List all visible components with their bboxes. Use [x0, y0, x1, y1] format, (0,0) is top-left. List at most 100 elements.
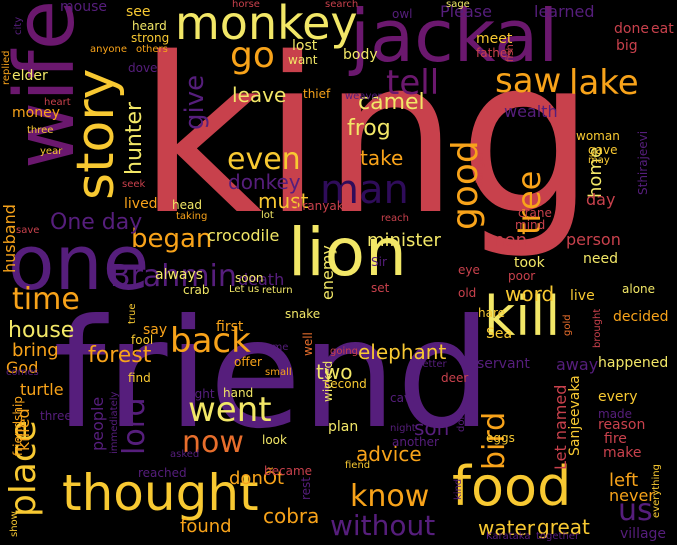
cloud-word: owl [392, 7, 413, 21]
cloud-word: save [16, 225, 40, 236]
cloud-word: set [371, 281, 390, 295]
cloud-word: wicked [321, 360, 335, 402]
cloud-word: horse [232, 0, 260, 10]
cloud-word: must [258, 189, 309, 213]
cloud-word: seek [122, 179, 146, 190]
cloud-word: heart [44, 97, 71, 108]
cloud-word: people [88, 396, 107, 451]
cloud-word: heard [132, 19, 167, 33]
cloud-word: plan [328, 419, 359, 435]
cloud-word: brought [592, 308, 603, 348]
cloud-word: enemy [318, 245, 337, 300]
cloud-word: advice [356, 442, 422, 466]
cloud-word: king [138, 11, 595, 262]
cloud-word: gave [588, 143, 618, 157]
cloud-word: taking [176, 211, 208, 222]
cloud-word: old [458, 286, 477, 300]
cloud-word: lion [288, 214, 407, 291]
cloud-word: now [182, 425, 244, 460]
cloud-word: asked [170, 449, 200, 460]
cloud-word: great [537, 515, 590, 539]
cloud-word: found [180, 516, 232, 537]
cloud-word: lot [261, 210, 274, 221]
cloud-word: water [478, 516, 535, 540]
cloud-word: make [603, 445, 642, 461]
cloud-word: Karataka [486, 531, 531, 542]
cloud-word: say [143, 322, 168, 338]
cloud-word: took [514, 255, 545, 271]
cloud-word: poor [508, 269, 536, 283]
cloud-word: eat [651, 21, 674, 37]
cloud-word: snake [285, 307, 321, 321]
cloud-word: God [6, 358, 39, 377]
cloud-word: three [27, 125, 54, 136]
cloud-word: better [416, 359, 447, 370]
cloud-word: donkey [228, 170, 301, 194]
cloud-word: deer [441, 371, 469, 385]
cloud-word: village [620, 526, 667, 542]
cloud-word: tell [386, 63, 440, 103]
cloud-word: lost [292, 38, 318, 54]
cloud-word: kind [453, 478, 464, 500]
cloud-word: night [390, 423, 416, 434]
cloud-word: second [324, 377, 367, 391]
cloud-word: elder [12, 68, 48, 84]
cloud-word: take [360, 146, 404, 170]
cloud-word: monkey [175, 0, 358, 50]
cloud-word: Please [440, 2, 492, 21]
cloud-word: dont [456, 409, 467, 432]
cloud-word: crane [518, 206, 552, 220]
cloud-word: soon [235, 271, 264, 285]
cloud-word: went [188, 390, 272, 430]
cloud-word: food [452, 455, 572, 518]
cloud-word: may [588, 155, 610, 166]
cloud-word: anyone [90, 44, 127, 55]
cloud-word: show [9, 511, 20, 537]
cloud-word: crab [183, 283, 210, 297]
cloud-word: bring [12, 340, 59, 361]
cloud-word: turtle [20, 380, 64, 399]
cloud-word: frog [347, 116, 391, 141]
cloud-word: man [320, 167, 409, 213]
cloud-word: reason [598, 417, 646, 433]
cloud-word: everything [651, 464, 662, 518]
cloud-word: sage [446, 0, 470, 10]
cloud-word: cobra [263, 504, 320, 528]
cloud-word: reached [138, 466, 187, 480]
cloud-word: minister [367, 230, 441, 251]
cloud-word: fool [131, 333, 154, 347]
cloud-word: Sir [371, 255, 387, 269]
cloud-word: return [262, 285, 293, 296]
cloud-word: left [609, 470, 639, 491]
cloud-word: true [127, 303, 138, 324]
cloud-word: away [556, 355, 599, 374]
cloud-word: leave [232, 83, 287, 107]
cloud-word: know [350, 479, 430, 514]
cloud-word: light [188, 387, 215, 401]
cloud-word: death [238, 270, 285, 289]
cloud-word: us [618, 493, 653, 528]
cloud-word: hand [223, 386, 254, 400]
cloud-word: hare [478, 306, 506, 320]
cloud-word: became [264, 464, 313, 478]
cloud-word: first [216, 319, 244, 335]
cloud-word: Brahmin [110, 259, 237, 294]
cloud-word: jackal [350, 0, 559, 78]
cloud-word: thought [62, 464, 259, 522]
cloud-word: crocodile [207, 226, 280, 245]
cloud-word: reach [381, 213, 410, 224]
cloud-word: live [570, 288, 595, 304]
cloud-word: small [265, 367, 292, 378]
cloud-word: without [330, 509, 436, 542]
cloud-word: wealth [504, 102, 558, 121]
cloud-word: alone [622, 282, 656, 296]
cloud-word: give [180, 74, 210, 130]
cloud-word: well [301, 332, 315, 356]
cloud-word: meet [476, 31, 513, 47]
cloud-word: learned [534, 2, 595, 21]
cloud-word: going [330, 346, 358, 357]
cloud-word: son [414, 416, 450, 440]
cloud-word: money [12, 105, 60, 121]
cloud-word: cave [390, 391, 419, 405]
cloud-word: gold [562, 314, 573, 336]
